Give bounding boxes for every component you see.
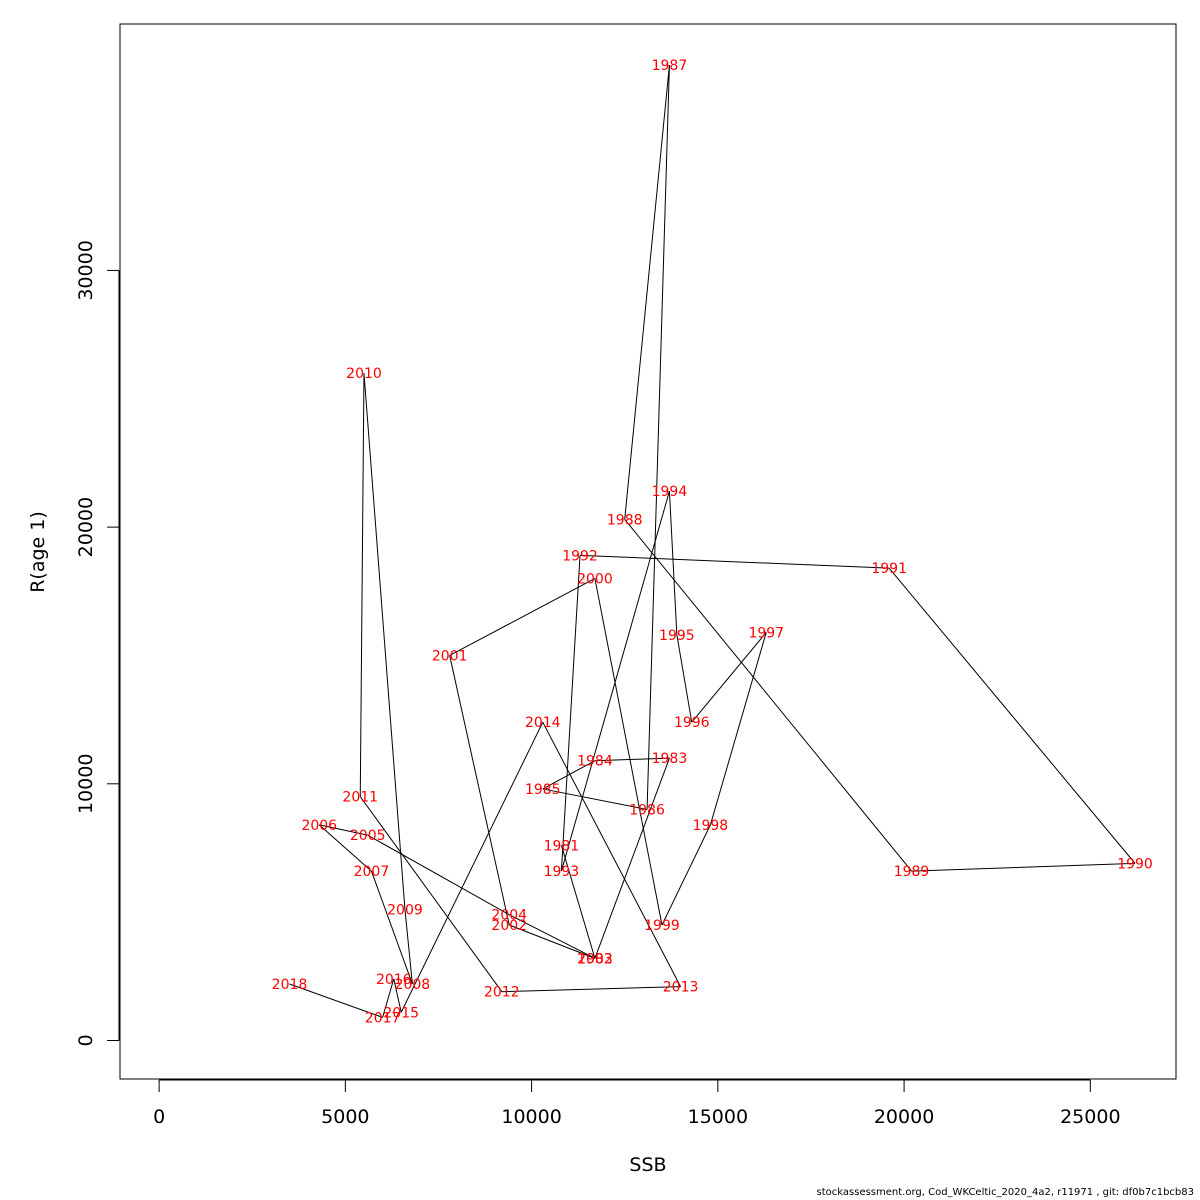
x-tick-label: 10000 (501, 1106, 561, 1128)
year-label: 1993 (544, 864, 580, 880)
year-label: 2001 (432, 648, 468, 664)
x-tick-label: 0 (153, 1106, 165, 1128)
y-tick-label: 20000 (75, 497, 97, 557)
trajectory-segment (594, 578, 663, 926)
trajectory-segment (289, 983, 383, 1018)
trajectory-segment (367, 834, 510, 916)
trajectory-segment (691, 632, 767, 723)
year-label: 2008 (395, 977, 431, 993)
trajectory-segment (580, 554, 890, 569)
trajectory-segment (594, 757, 670, 762)
year-label: 1983 (652, 751, 688, 767)
y-tick-label: 30000 (75, 240, 97, 300)
year-labels: 1981 1982 1983 1984 1985 1986 1987 1988 1989 1990… (272, 58, 1153, 1026)
year-label: 1988 (607, 512, 643, 528)
year-label: 1995 (659, 628, 695, 644)
year-label: 2000 (577, 571, 613, 587)
trajectory-segment (560, 845, 596, 959)
y-tick-label: 10000 (75, 754, 97, 814)
trajectory-segment (370, 870, 413, 985)
trajectory-segment (363, 373, 406, 910)
trajectory-segment (542, 788, 648, 810)
year-label: 1987 (652, 58, 688, 74)
year-label: 1989 (894, 864, 930, 880)
year-label: 2002 (491, 918, 527, 934)
trajectory-segment (318, 824, 372, 872)
year-label: 2004 (491, 908, 527, 924)
year-label: 1982 (577, 951, 613, 967)
trajectory-segment (888, 567, 1136, 864)
trajectory-segment (676, 634, 693, 723)
year-label: 1999 (644, 918, 680, 934)
year-label: 1985 (525, 782, 561, 798)
trajectory-segment (393, 978, 402, 1013)
year-label: 1994 (652, 484, 688, 500)
trajectory-segment (911, 862, 1136, 872)
trajectory-segment (560, 555, 581, 872)
x-axis-label: SSB (629, 1154, 666, 1176)
year-label: 1990 (1117, 856, 1153, 872)
trajectory-segment (449, 578, 596, 656)
year-label: 2017 (365, 1010, 401, 1026)
x-tick-label: 5000 (321, 1106, 369, 1128)
trajectory-segment (359, 796, 503, 993)
trajectory-segment (624, 65, 670, 520)
year-label: 2016 (376, 972, 412, 988)
y-axis: 0 10000 20000 30000 (75, 240, 120, 1047)
plot-frame (119, 23, 1177, 1080)
trajectory-segment (449, 655, 510, 926)
year-label: 1998 (693, 818, 729, 834)
trajectory-segment (382, 978, 395, 1018)
y-axis-label: R(age 1) (27, 511, 49, 593)
year-label: 2018 (272, 977, 308, 993)
y-tick-label: 0 (75, 1034, 97, 1046)
year-label: 1997 (748, 625, 784, 641)
trajectory-segment (668, 491, 678, 635)
year-label: 2014 (525, 715, 561, 731)
footer-note: stockassessment.org, Cod_WKCeltic_2020_4… (816, 1187, 1194, 1198)
trajectory-segment (509, 924, 596, 959)
trajectory-segment (319, 824, 368, 836)
year-label: 1981 (544, 838, 580, 854)
year-label: 2015 (383, 1005, 419, 1021)
trajectory-segment (560, 491, 670, 872)
trajectory-segment (594, 757, 670, 959)
trajectory-segment (359, 373, 365, 797)
trajectory-segment (509, 914, 596, 959)
trajectory-segment (542, 721, 682, 987)
trajectory-segment (646, 65, 670, 810)
x-axis: 0 5000 10000 15000 20000 25000 (153, 1079, 1121, 1128)
year-label: 2007 (354, 864, 390, 880)
year-label: 2013 (663, 980, 699, 996)
x-tick-label: 20000 (874, 1106, 934, 1128)
year-label: 2003 (577, 951, 613, 967)
year-label: 2009 (387, 903, 423, 919)
year-label: 1984 (577, 754, 613, 770)
trajectory-segment (709, 632, 767, 826)
trajectory-lines (289, 65, 1136, 1018)
x-tick-label: 25000 (1060, 1106, 1120, 1128)
year-label: 1991 (871, 561, 907, 577)
x-tick-label: 15000 (688, 1106, 748, 1128)
year-label: 1986 (629, 802, 665, 818)
year-label: 2006 (301, 818, 337, 834)
trajectory-segment (400, 721, 544, 1013)
year-label: 2005 (350, 828, 386, 844)
year-label: 1996 (674, 715, 710, 731)
year-label: 2010 (346, 366, 382, 382)
year-label: 2012 (484, 985, 520, 1001)
year-label: 2011 (342, 790, 378, 806)
trajectory-segment (501, 986, 681, 993)
trajectory-segment (542, 760, 596, 790)
trajectory-segment (624, 519, 912, 872)
trajectory-segment (661, 824, 711, 926)
trajectory-segment (404, 909, 413, 985)
year-label: 1992 (562, 548, 598, 564)
